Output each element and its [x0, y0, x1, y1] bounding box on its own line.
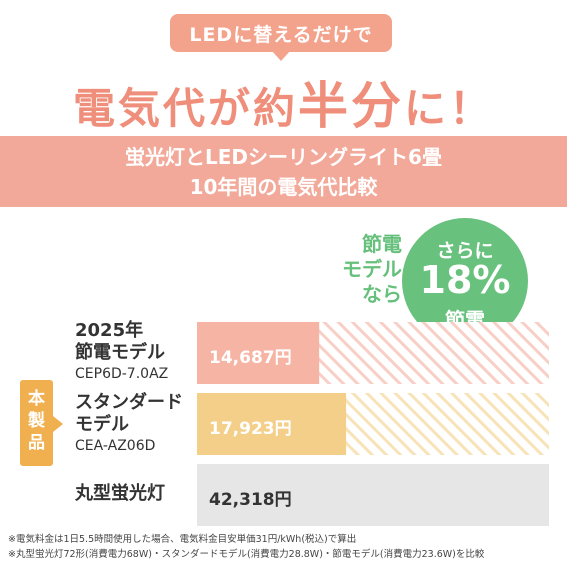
row-eco-name-1: 2025年 — [75, 320, 144, 341]
row-label-fluorescent: 丸型蛍光灯 — [75, 483, 165, 505]
value-label-fluorescent: 42,318円 — [209, 490, 292, 510]
row-eco-model: CEP6D-7.0AZ — [75, 366, 169, 382]
intro-pill: LEDに替えるだけで — [170, 14, 392, 61]
callout-left-text: 節電 モデル なら — [310, 232, 402, 307]
headline: 電気代が約半分に！ — [0, 66, 567, 138]
row-standard-model: CEA-AZ06D — [75, 438, 156, 454]
footnote-1: ※電気料金は1日5.5時間使用した場合、電気料金目安単価31円/kWh(税込)で… — [8, 534, 357, 545]
product-tag: 本製品 — [20, 380, 63, 466]
savings-bubble: さらに 18% 節電 — [402, 218, 528, 344]
headline-part-a: 電気代が約 — [72, 84, 298, 133]
headline-part-b: 半分 — [298, 77, 404, 135]
band-line-1: 蛍光灯とLEDシーリングライト6畳 — [125, 145, 442, 169]
row-label-eco: 2025年 節電モデル CEP6D-7.0AZ — [75, 320, 168, 384]
bubble-percent: 18% — [419, 258, 511, 302]
row-eco-name-2: 節電モデル — [75, 342, 165, 363]
row-fluorescent-name: 丸型蛍光灯 — [75, 483, 165, 504]
value-label-standard: 17,923円 — [209, 419, 292, 439]
bubble-line-1: さらに — [436, 240, 494, 262]
footnote-2: ※丸型蛍光灯72形(消費電力68W)・スタンダードモデル(消費電力28.8W)・… — [8, 549, 485, 560]
comparison-band: 蛍光灯とLEDシーリングライト6畳 10年間の電気代比較 — [0, 136, 567, 207]
headline-part-c: に！ — [404, 84, 495, 133]
row-standard-name-2: モデル — [75, 414, 129, 435]
callout-left-line-1: 節電 — [362, 232, 402, 256]
callout-left-line-2: モデル — [342, 257, 402, 281]
band-line-2: 10年間の電気代比較 — [189, 175, 378, 199]
row-standard-name-1: スタンダード — [75, 392, 183, 413]
callout-left-line-3: なら — [362, 282, 402, 306]
row-label-standard: スタンダード モデル CEA-AZ06D — [75, 392, 183, 456]
bubble-line-3: 節電 — [445, 308, 485, 332]
value-label-eco: 14,687円 — [209, 348, 292, 368]
